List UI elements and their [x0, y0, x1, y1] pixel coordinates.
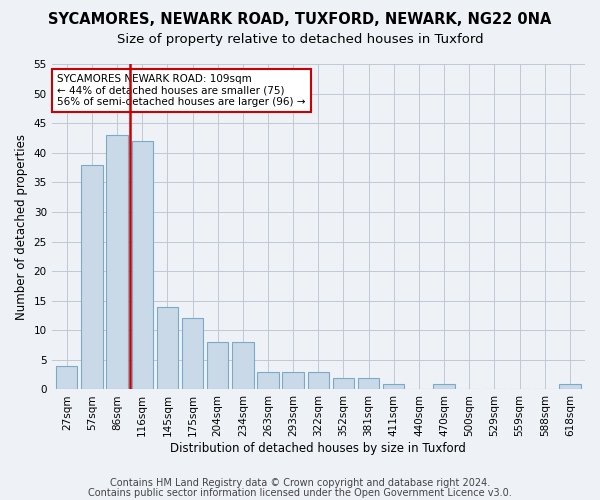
Bar	[56, 366, 77, 390]
Bar	[182, 318, 203, 390]
Bar	[559, 384, 581, 390]
Bar	[383, 384, 404, 390]
Y-axis label: Number of detached properties: Number of detached properties	[15, 134, 28, 320]
Bar	[308, 372, 329, 390]
Bar	[358, 378, 379, 390]
Bar	[81, 164, 103, 390]
Text: Contains public sector information licensed under the Open Government Licence v3: Contains public sector information licen…	[88, 488, 512, 498]
Bar	[433, 384, 455, 390]
Bar	[106, 135, 128, 390]
Bar	[157, 306, 178, 390]
Bar	[207, 342, 229, 390]
Bar	[131, 141, 153, 390]
Text: SYCAMORES NEWARK ROAD: 109sqm
← 44% of detached houses are smaller (75)
56% of s: SYCAMORES NEWARK ROAD: 109sqm ← 44% of d…	[57, 74, 305, 107]
X-axis label: Distribution of detached houses by size in Tuxford: Distribution of detached houses by size …	[170, 442, 466, 455]
Text: Contains HM Land Registry data © Crown copyright and database right 2024.: Contains HM Land Registry data © Crown c…	[110, 478, 490, 488]
Text: Size of property relative to detached houses in Tuxford: Size of property relative to detached ho…	[116, 32, 484, 46]
Bar	[333, 378, 354, 390]
Bar	[283, 372, 304, 390]
Bar	[257, 372, 279, 390]
Text: SYCAMORES, NEWARK ROAD, TUXFORD, NEWARK, NG22 0NA: SYCAMORES, NEWARK ROAD, TUXFORD, NEWARK,…	[49, 12, 551, 28]
Bar	[232, 342, 254, 390]
